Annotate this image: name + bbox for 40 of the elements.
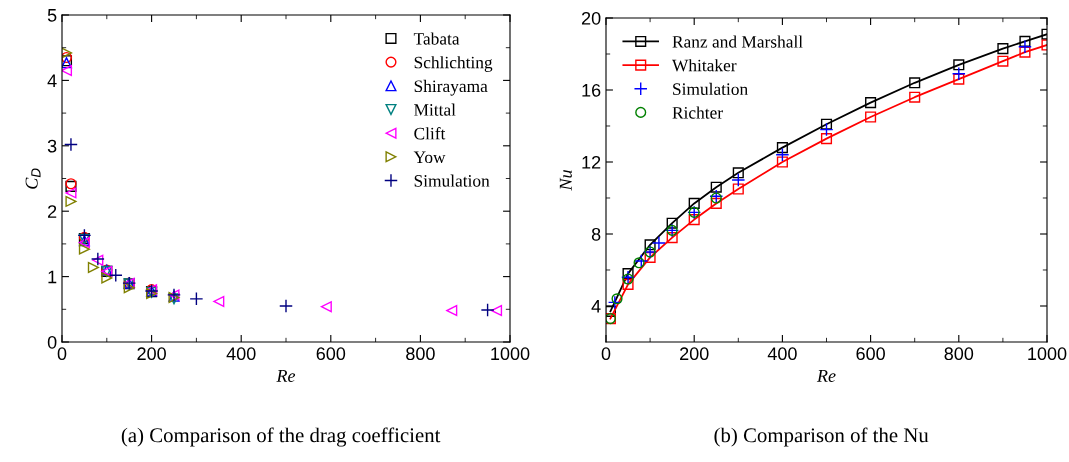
legend-label: Ranz and Marshall <box>672 35 803 48</box>
x-tick-label: 600 <box>856 347 885 361</box>
y-tick-label: 4 <box>591 300 601 313</box>
x-tick-label: 400 <box>226 347 256 361</box>
y-axis-title: C$_{D}$ <box>25 168 41 189</box>
x-tick-label: 200 <box>680 347 709 361</box>
y-tick-label: 8 <box>591 227 601 241</box>
y-tick-label: 1 <box>48 270 57 284</box>
x-axis-title: Re <box>276 369 296 382</box>
x-tick-label: 200 <box>137 347 166 361</box>
y-tick-label: 2 <box>48 205 57 218</box>
x-axis-title: Re <box>816 369 836 382</box>
text: (a) Comparison of the drag coefficient <box>121 427 441 447</box>
y-axis-title: Nu <box>559 170 572 191</box>
x-tick-label: 1000 <box>491 347 530 361</box>
x-tick-label: 0 <box>57 347 67 361</box>
text: (b) Comparison of the Nu <box>714 427 929 447</box>
legend-label: Whitaker <box>671 59 737 72</box>
x-tick-label: 800 <box>406 347 435 361</box>
legend-label: Tabata <box>413 32 460 45</box>
legend-label: Schlichting <box>414 56 493 72</box>
y-tick-label: 16 <box>582 83 601 97</box>
legend-label: Clift <box>414 127 446 140</box>
legend-label: Yow <box>413 151 446 164</box>
y-tick-label: 3 <box>47 139 57 153</box>
legend-label: Richter <box>672 106 723 119</box>
x-tick-label: 800 <box>944 347 974 361</box>
y-tick-label: 5 <box>47 9 57 22</box>
legend-label: Shirayama <box>414 79 488 96</box>
y-tick-label: 20 <box>581 11 601 25</box>
legend-label: Simulation <box>414 174 490 187</box>
y-tick-label: 4 <box>47 74 57 87</box>
legend-label: Mittal <box>414 103 456 116</box>
x-tick-label: 1000 <box>1028 347 1067 361</box>
y-tick-label: 0 <box>47 335 57 349</box>
x-tick-label: 0 <box>601 347 611 361</box>
x-tick-label: 600 <box>316 347 346 361</box>
legend-label: Simulation <box>673 82 748 96</box>
x-tick-label: 400 <box>767 347 797 361</box>
y-tick-label: 12 <box>582 155 601 169</box>
